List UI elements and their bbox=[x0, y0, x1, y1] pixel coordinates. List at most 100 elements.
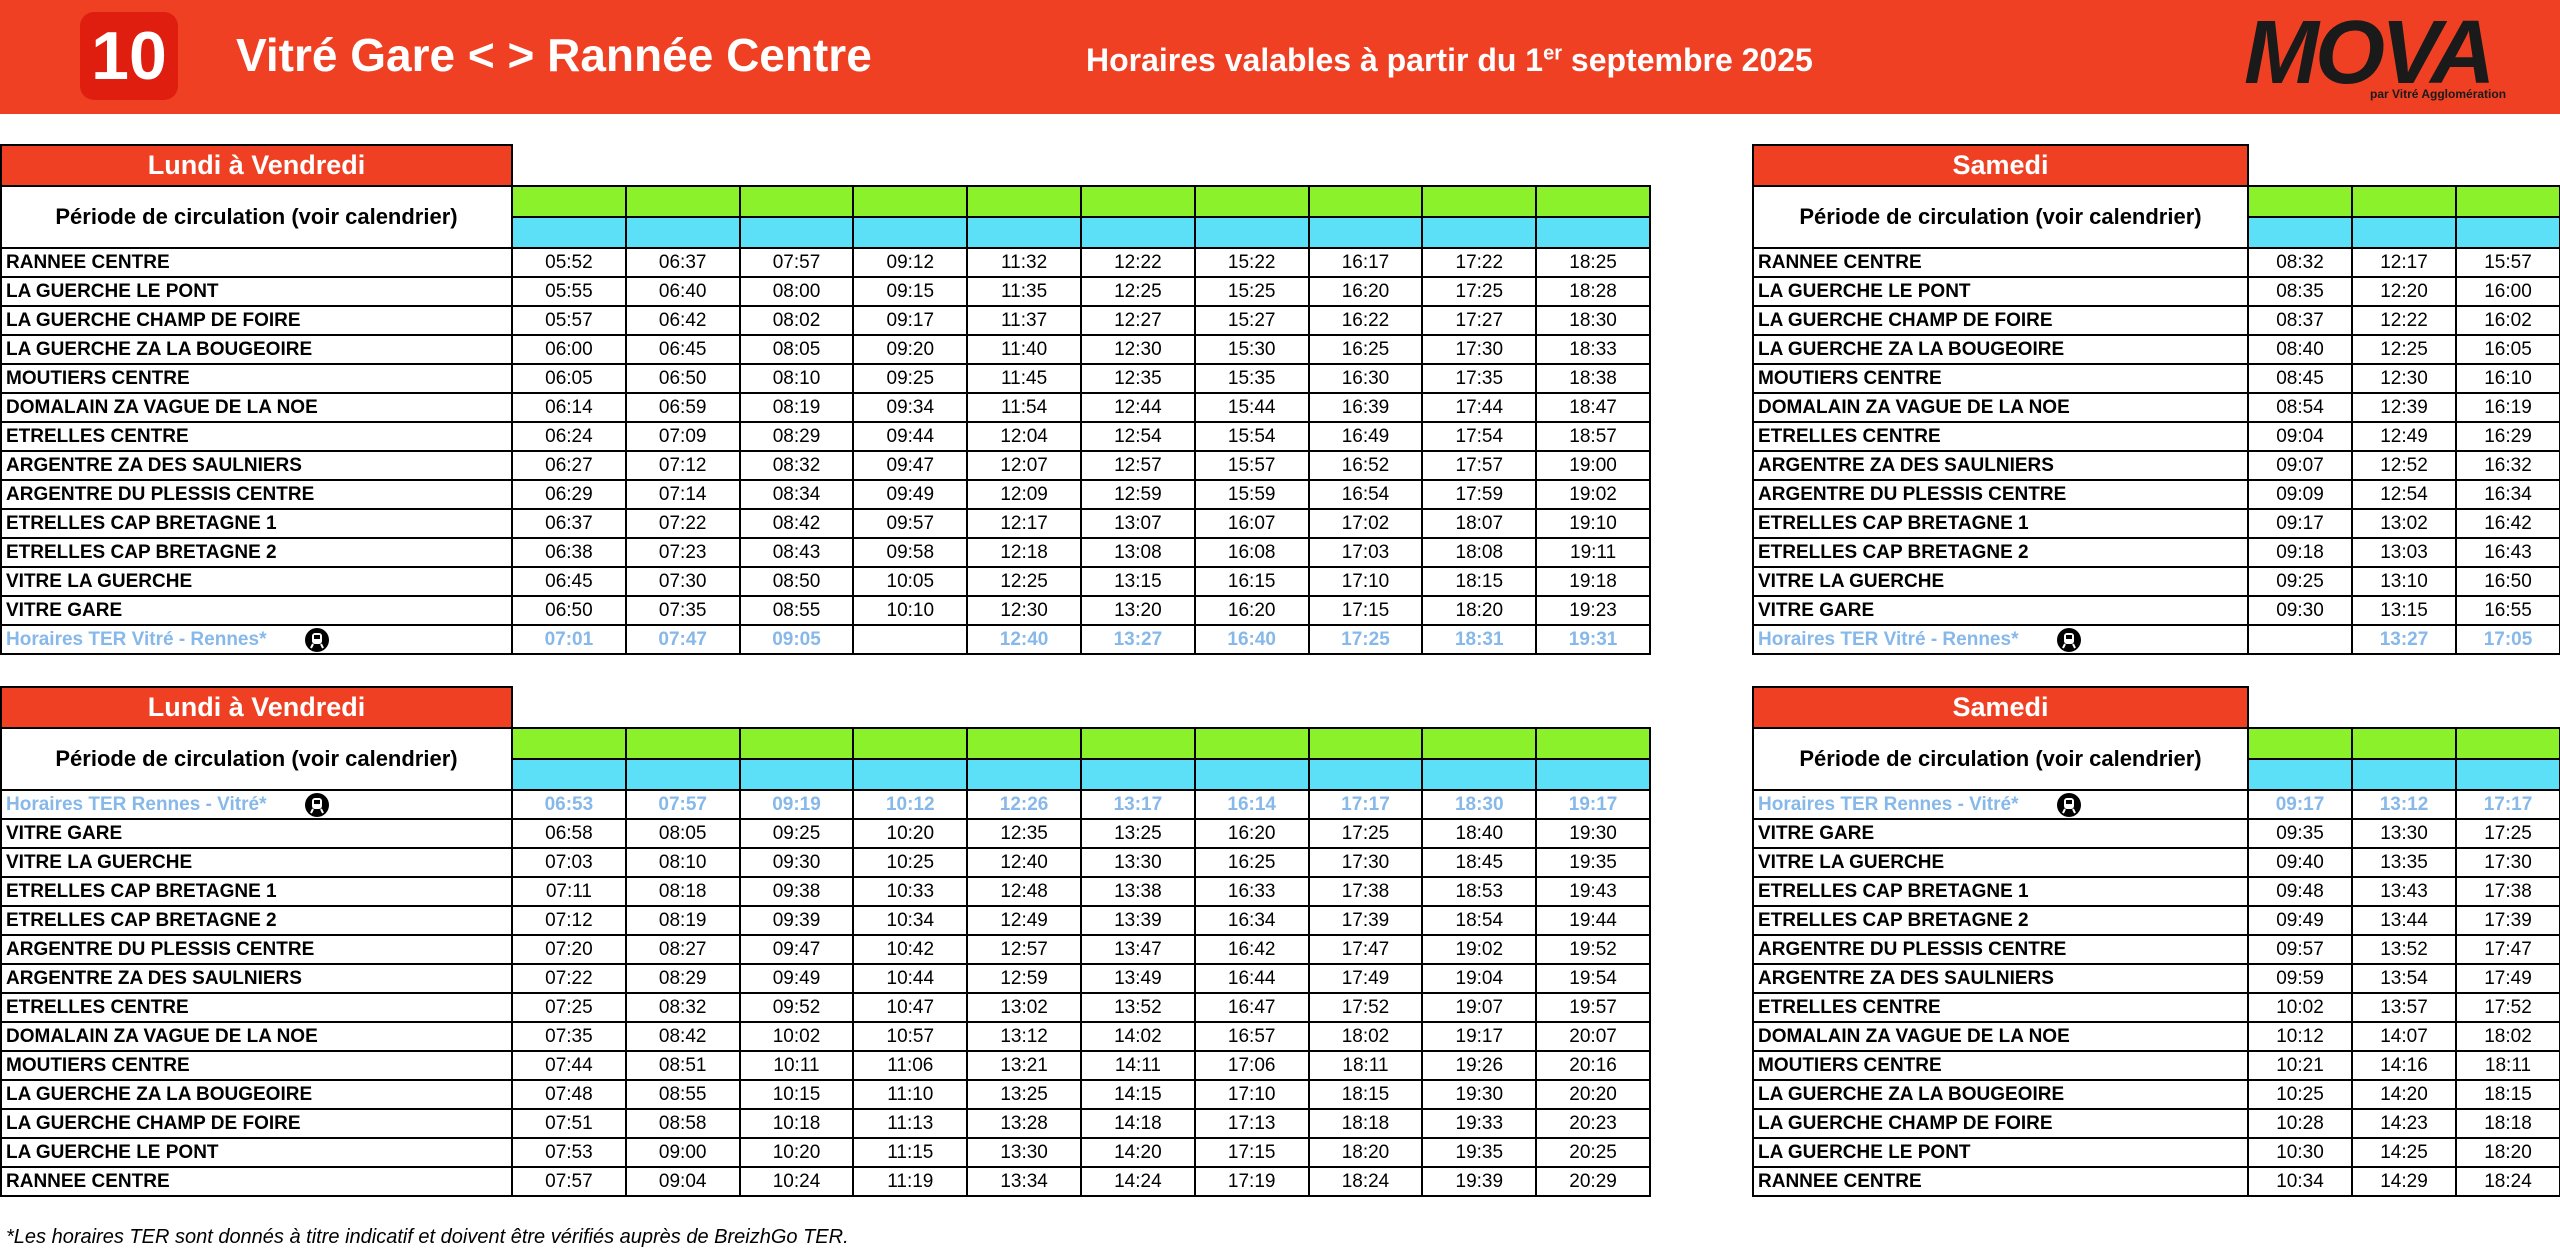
time: 08:45 bbox=[2247, 363, 2353, 394]
route-title: Vitré Gare < > Rannée Centre bbox=[236, 29, 872, 81]
time: 08:51 bbox=[624, 1050, 741, 1081]
stop-row: MOUTIERS CENTRE 08:45 12:30 16:10 bbox=[1752, 363, 2560, 394]
time: 13:38 bbox=[1079, 876, 1196, 907]
stop-label: LA GUERCHE CHAMP DE FOIRE bbox=[6, 309, 301, 331]
time: 14:18 bbox=[1079, 1108, 1196, 1139]
period-green bbox=[2455, 727, 2560, 760]
time: 12:54 bbox=[2351, 479, 2457, 510]
stop-row: ARGENTRE ZA DES SAULNIERS 09:59 13:54 17:49 bbox=[1752, 963, 2560, 994]
period-cyan bbox=[966, 216, 1082, 249]
time: 13:34 bbox=[966, 1166, 1082, 1197]
time: 18:15 bbox=[2455, 1079, 2560, 1110]
time: 17:17 bbox=[2455, 789, 2560, 820]
schedule-table: Lundi à Vendredi Période de circulation (… bbox=[0, 144, 1651, 655]
time: 16:39 bbox=[1307, 392, 1424, 423]
time: 18:08 bbox=[1421, 537, 1538, 568]
period-green bbox=[624, 185, 741, 218]
time: 13:15 bbox=[2351, 595, 2457, 626]
stop-label: ETRELLES CAP BRETAGNE 1 bbox=[1758, 880, 2029, 902]
time: 06:24 bbox=[511, 421, 627, 452]
period-label: Période de circulation (voir calendrier) bbox=[1752, 727, 2249, 791]
time: 08:32 bbox=[738, 450, 855, 481]
time: 08:29 bbox=[624, 963, 741, 994]
time: 07:14 bbox=[624, 479, 741, 510]
time: 12:40 bbox=[966, 847, 1082, 878]
time: 13:03 bbox=[2351, 537, 2457, 568]
time: 16:32 bbox=[2455, 450, 2560, 481]
time: 09:04 bbox=[2247, 421, 2353, 452]
time: 13:28 bbox=[966, 1108, 1082, 1139]
stop-name: LA GUERCHE CHAMP DE FOIRE bbox=[0, 305, 513, 336]
time: 09:35 bbox=[2247, 818, 2353, 849]
time: 09:57 bbox=[852, 508, 969, 539]
time: 08:19 bbox=[738, 392, 855, 423]
time: 07:12 bbox=[511, 905, 627, 936]
time: 19:00 bbox=[1535, 450, 1651, 481]
time: 16:02 bbox=[2455, 305, 2560, 336]
stop-row: ARGENTRE ZA DES SAULNIERS 07:22 08:29 09:49… bbox=[0, 963, 1651, 994]
time: 15:57 bbox=[1193, 450, 1310, 481]
time: 18:20 bbox=[1421, 595, 1538, 626]
time: 09:38 bbox=[738, 876, 855, 907]
time: 16:07 bbox=[1193, 508, 1310, 539]
blank-cell bbox=[626, 687, 740, 728]
time: 16:08 bbox=[1193, 537, 1310, 568]
period-cyan bbox=[1193, 216, 1310, 249]
time: 14:24 bbox=[1079, 1166, 1196, 1197]
stop-label: VITRE LA GUERCHE bbox=[1758, 851, 1945, 873]
stop-row: ETRELLES CAP BRETAGNE 2 06:38 07:23 08:43 09… bbox=[0, 537, 1651, 568]
time: 09:15 bbox=[852, 276, 969, 307]
time: 17:44 bbox=[1421, 392, 1538, 423]
stop-name: DOMALAIN ZA VAGUE DE LA NOE bbox=[1752, 392, 2249, 423]
time: 11:35 bbox=[966, 276, 1082, 307]
period-green bbox=[1193, 185, 1310, 218]
time: 08:35 bbox=[2247, 276, 2353, 307]
table-title: Samedi bbox=[1752, 686, 2249, 729]
blank-cell bbox=[512, 145, 626, 186]
period-green bbox=[966, 727, 1082, 760]
time: 07:47 bbox=[624, 624, 741, 655]
time: 12:57 bbox=[966, 934, 1082, 965]
stop-label: ETRELLES CENTRE bbox=[1758, 996, 1941, 1018]
stop-label: ARGENTRE DU PLESSIS CENTRE bbox=[1758, 483, 2067, 505]
time: 12:04 bbox=[966, 421, 1082, 452]
time: 17:10 bbox=[1307, 566, 1424, 597]
time: 18:54 bbox=[1421, 905, 1538, 936]
time: 14:15 bbox=[1079, 1079, 1196, 1110]
time: 17:38 bbox=[1307, 876, 1424, 907]
time: 09:39 bbox=[738, 905, 855, 936]
stop-label: ETRELLES CENTRE bbox=[6, 425, 189, 447]
ter-row: Horaires TER Vitré - Rennes* 07:01 07:47 09… bbox=[0, 624, 1651, 655]
period-cyan bbox=[1307, 758, 1424, 791]
time: 11:37 bbox=[966, 305, 1082, 336]
stop-label: Horaires TER Rennes - Vitré* bbox=[6, 793, 267, 815]
blank-cell bbox=[1422, 145, 1536, 186]
stop-label: ARGENTRE ZA DES SAULNIERS bbox=[1758, 967, 2054, 989]
time: 18:30 bbox=[1535, 305, 1651, 336]
stop-name: DOMALAIN ZA VAGUE DE LA NOE bbox=[0, 392, 513, 423]
time: 08:10 bbox=[624, 847, 741, 878]
time: 10:02 bbox=[738, 1021, 855, 1052]
period-row bbox=[1, 216, 1651, 249]
period-cyan bbox=[511, 216, 627, 249]
time: 15:57 bbox=[2455, 247, 2560, 278]
stop-label: MOUTIERS CENTRE bbox=[6, 1054, 190, 1076]
stop-label: RANNEE CENTRE bbox=[6, 1170, 170, 1192]
stop-row: ETRELLES CENTRE 10:02 13:57 17:52 bbox=[1752, 992, 2560, 1023]
period-cyan bbox=[738, 216, 855, 249]
time: 15:30 bbox=[1193, 334, 1310, 365]
stop-label: VITRE GARE bbox=[6, 822, 123, 844]
time: 09:17 bbox=[2247, 789, 2353, 820]
period-green bbox=[2247, 185, 2353, 218]
blank-cell bbox=[2248, 687, 2352, 728]
time: 08:55 bbox=[624, 1079, 741, 1110]
stop-name: ETRELLES CENTRE bbox=[0, 992, 513, 1023]
time: 07:51 bbox=[511, 1108, 627, 1139]
stop-name: ETRELLES CAP BRETAGNE 2 bbox=[1752, 905, 2249, 936]
period-green bbox=[1193, 727, 1310, 760]
time: 12:40 bbox=[966, 624, 1082, 655]
time: 09:04 bbox=[624, 1166, 741, 1197]
stop-name: ARGENTRE DU PLESSIS CENTRE bbox=[0, 479, 513, 510]
period-green bbox=[1421, 727, 1538, 760]
